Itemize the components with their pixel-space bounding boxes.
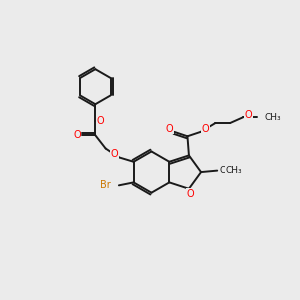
Text: O: O [244, 110, 252, 120]
Text: CH₃: CH₃ [226, 166, 242, 175]
Text: O: O [73, 130, 81, 140]
Text: CH₃: CH₃ [219, 166, 235, 175]
Text: Br: Br [100, 180, 111, 190]
Text: O: O [111, 148, 118, 158]
Text: CH₃: CH₃ [265, 112, 281, 122]
Text: O: O [202, 124, 209, 134]
Text: O: O [97, 116, 104, 126]
Text: O: O [187, 189, 194, 199]
Text: O: O [165, 124, 173, 134]
